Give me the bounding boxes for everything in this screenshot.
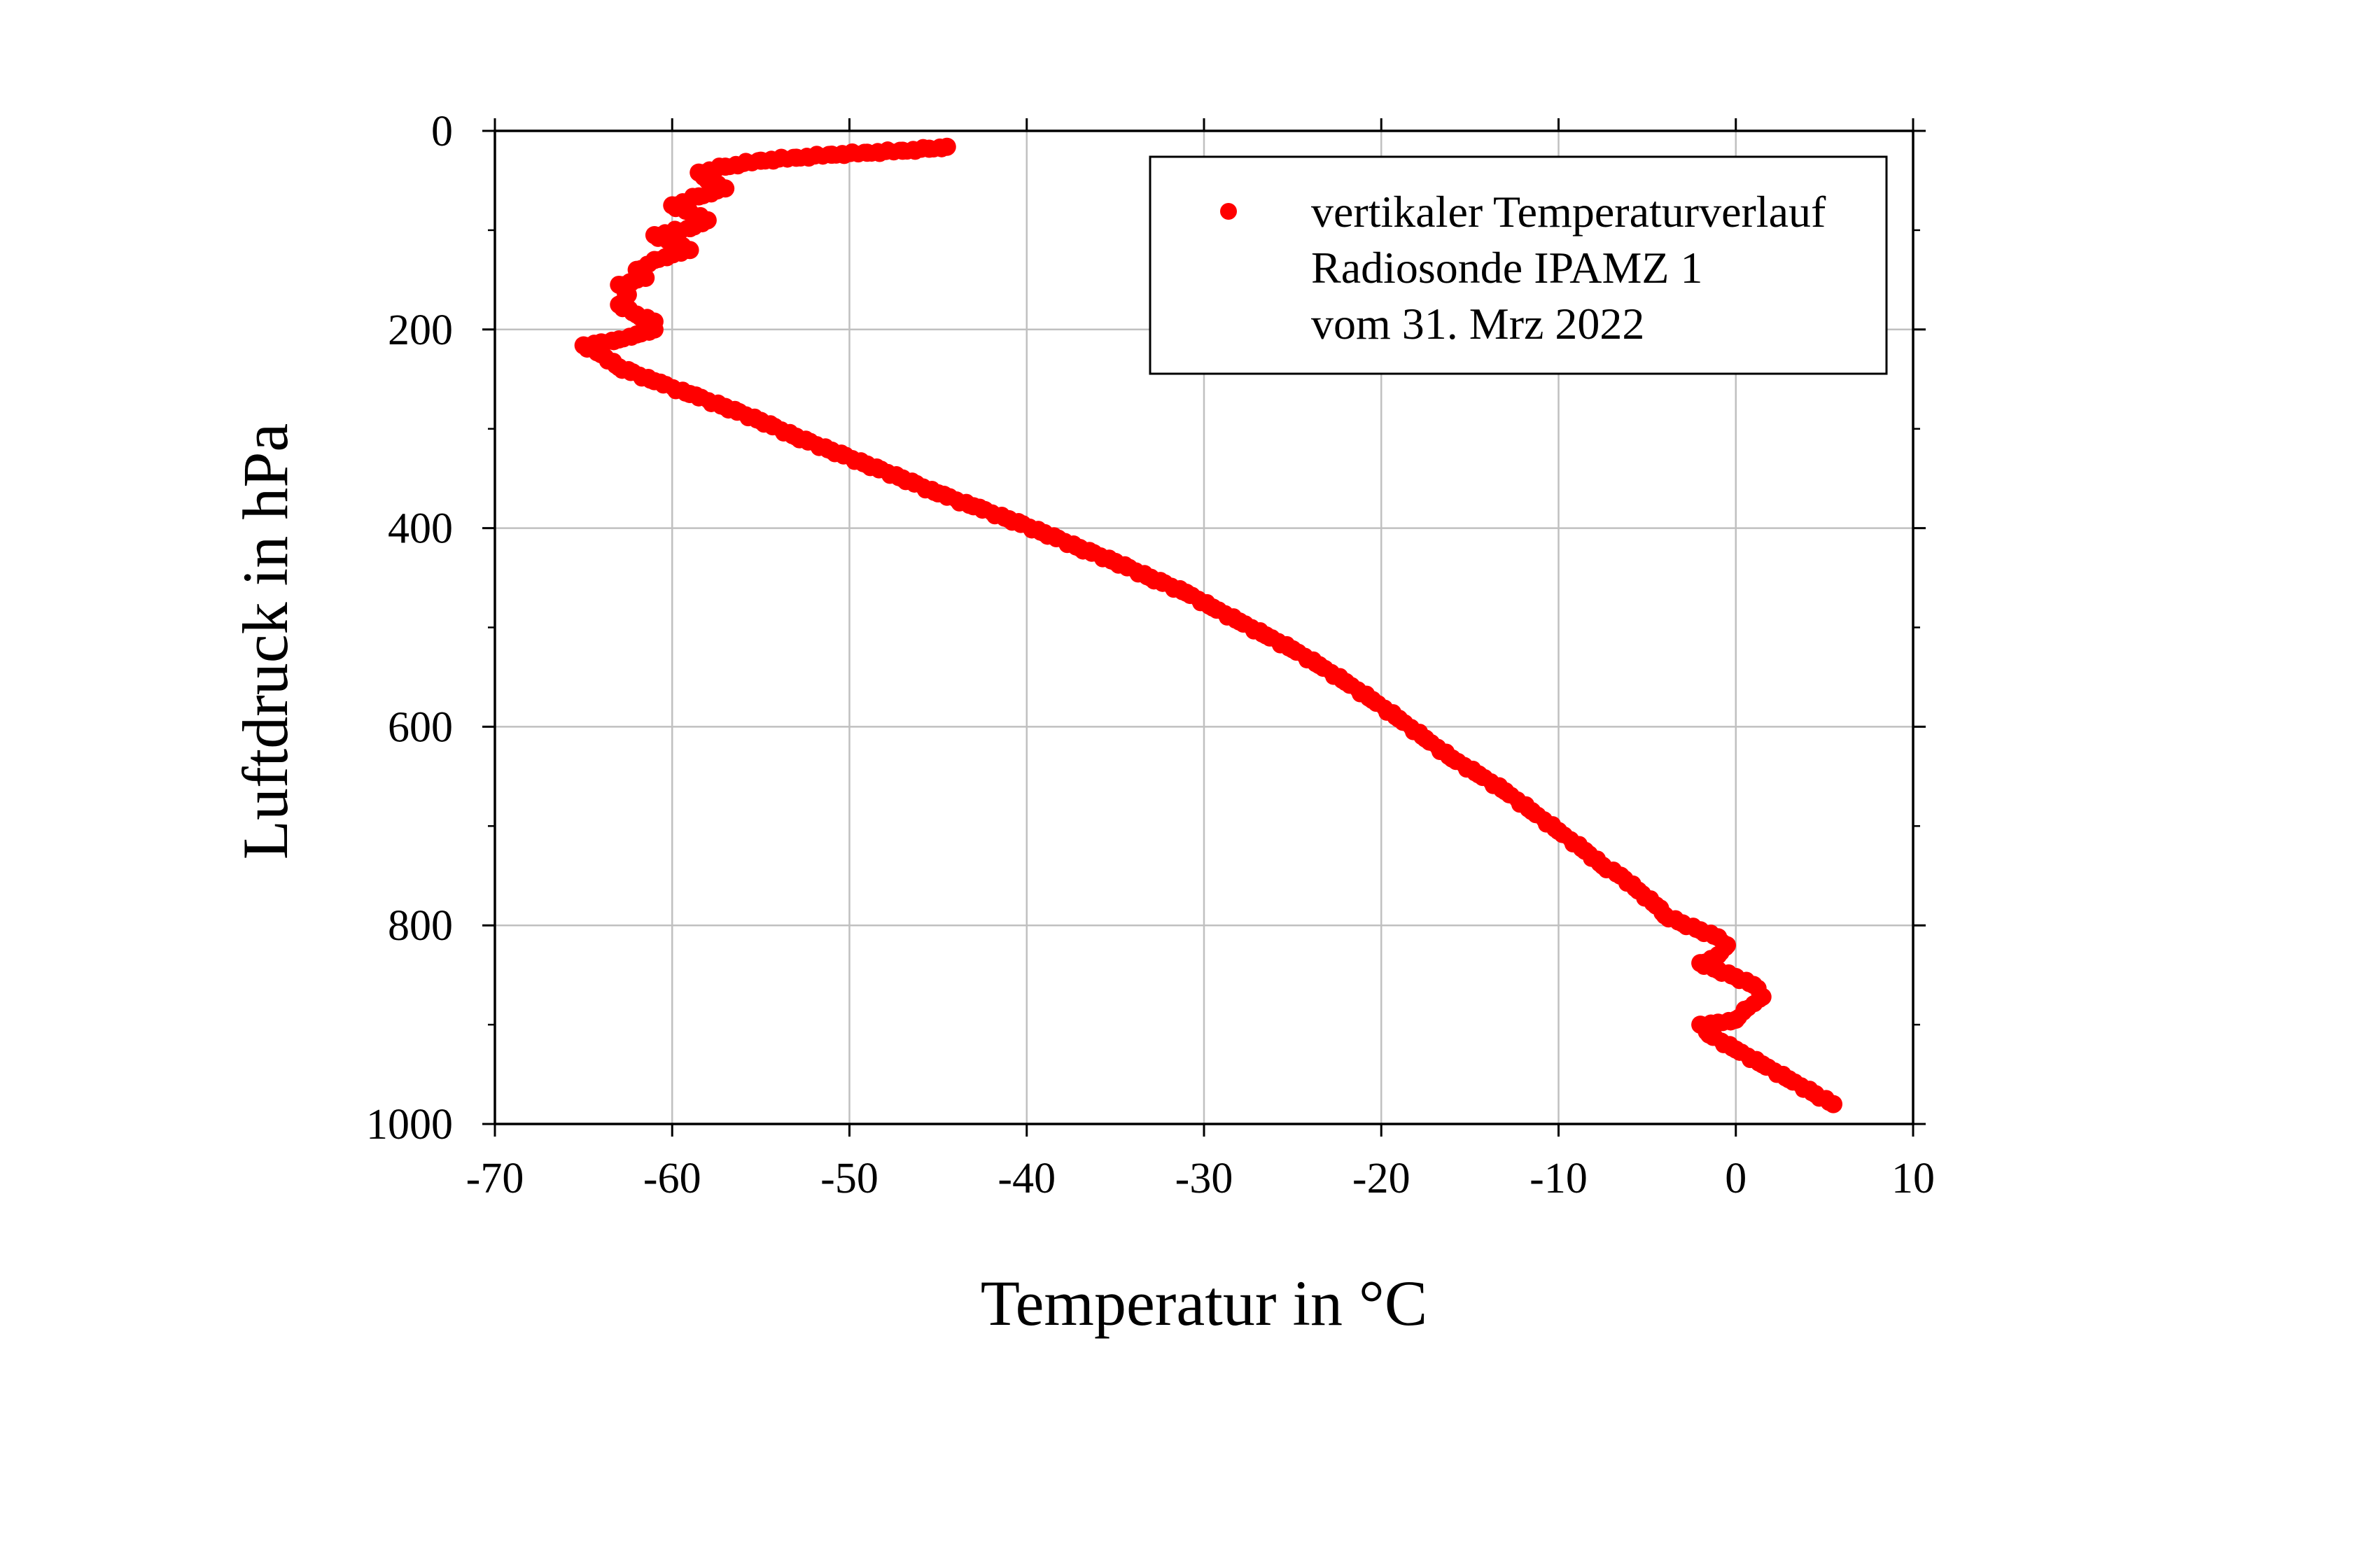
x-tick-label: -60 — [643, 1155, 701, 1202]
x-tick-label: 10 — [1891, 1155, 1935, 1202]
y-tick-label: 200 — [388, 307, 453, 354]
legend-marker — [1220, 203, 1237, 220]
data-point — [937, 137, 956, 156]
x-tick-label: -50 — [820, 1155, 878, 1202]
legend-box — [1149, 155, 1888, 375]
y-tick-label: 800 — [388, 902, 453, 950]
legend-line-instrument: Radiosonde IPAMZ 1 — [1311, 243, 1702, 293]
x-tick-label: 0 — [1725, 1155, 1746, 1202]
x-tick-label: -20 — [1352, 1155, 1410, 1202]
ticks: -70 -60 -50 -40 -30 -20 -10 0 100200400600800100… — [366, 108, 1935, 1202]
y-tick-label: 400 — [388, 505, 453, 553]
y-tick-label: 1000 — [366, 1101, 453, 1148]
legend-line-date: vom 31. Mrz 2022 — [1311, 299, 1644, 349]
x-tick-label: -10 — [1530, 1155, 1588, 1202]
x-tick-label: -40 — [997, 1155, 1056, 1202]
y-tick-label: 600 — [388, 703, 453, 751]
y-tick-label: 0 — [431, 108, 453, 155]
x-tick-label: -70 — [466, 1155, 524, 1202]
legend: vertikaler Temperaturverlauf Radiosonde … — [1149, 155, 1888, 375]
x-tick-label: -30 — [1175, 1155, 1233, 1202]
data-markers — [574, 137, 1843, 1113]
y-axis-title: Luftdruck in hPa — [230, 423, 301, 859]
legend-line-series-name: vertikaler Temperaturverlauf — [1311, 187, 1826, 237]
x-axis-title: Temperatur in °C — [981, 1267, 1427, 1339]
